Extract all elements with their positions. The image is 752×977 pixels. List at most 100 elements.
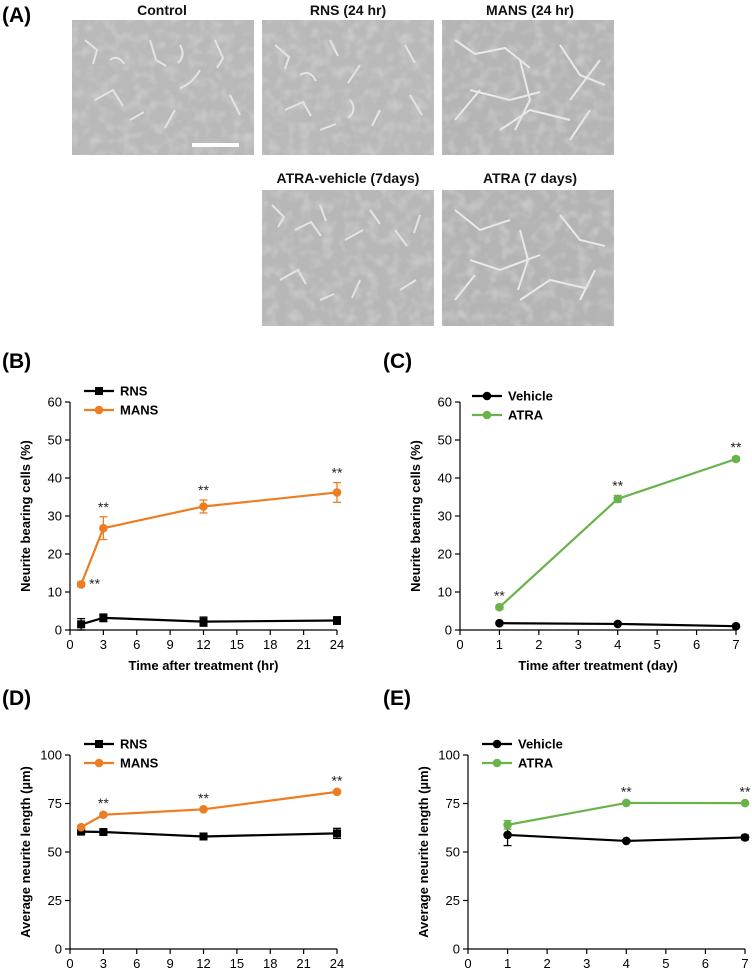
y-tick-label: 50 bbox=[446, 845, 460, 860]
panel-e-label: (E) bbox=[383, 687, 411, 710]
data-point bbox=[99, 523, 108, 533]
y-tick-label: 20 bbox=[438, 547, 452, 562]
chart-c: 0 10 20 30 40 50 60 0 1 2 3 4 5 6 7 Time after treatmen… bbox=[408, 389, 742, 674]
legend-marker bbox=[482, 410, 492, 420]
data-point bbox=[77, 827, 86, 836]
legend-entry: MANS bbox=[84, 756, 159, 771]
x-tick-label: 12 bbox=[196, 956, 210, 971]
y-tick-label: 25 bbox=[446, 893, 460, 908]
y-tick-label: 10 bbox=[48, 585, 62, 600]
y-axis-label: Neurite bearing cells (%) bbox=[408, 440, 423, 592]
panel-a: (A) Control RNS (24 hr) MANS (24 hr) bbox=[2, 2, 614, 326]
data-point bbox=[621, 836, 631, 846]
data-point bbox=[199, 502, 208, 511]
legend-marker bbox=[492, 758, 502, 768]
cell-noise bbox=[72, 20, 254, 155]
x-tick-label: 5 bbox=[654, 637, 661, 652]
series-vehicle bbox=[495, 618, 741, 631]
legend-marker bbox=[94, 405, 104, 415]
significance-marker: ** bbox=[612, 477, 623, 493]
data-point bbox=[199, 617, 208, 626]
x-tick-label: 18 bbox=[263, 956, 277, 971]
series-line bbox=[80, 491, 338, 585]
y-axis-label: Average neurite length (µm) bbox=[18, 766, 33, 938]
data-point bbox=[495, 618, 504, 628]
y-axis-label: Neurite bearing cells (%) bbox=[18, 440, 33, 592]
legend-label: ATRA bbox=[508, 408, 544, 423]
y-tick-label: 30 bbox=[438, 509, 452, 524]
x-tick-label: 24 bbox=[330, 956, 344, 971]
series-vehicle bbox=[503, 823, 750, 847]
micrograph-title: MANS (24 hr) bbox=[486, 2, 574, 18]
x-tick-label: 15 bbox=[230, 956, 244, 971]
micrograph-atra-vehicle: ATRA-vehicle (7days) bbox=[262, 170, 434, 326]
panel-b: (B) 0 10 20 30 40 50 60 0 3 6 9 12 15 18 21 24 Time afte… bbox=[2, 350, 344, 673]
chart-b: 0 10 20 30 40 50 60 0 3 6 9 12 15 18 21 24 Time after tr… bbox=[18, 384, 344, 674]
y-tick-label: 100 bbox=[438, 748, 460, 763]
data-point bbox=[76, 822, 86, 832]
series-line bbox=[81, 830, 338, 838]
y-tick-label: 60 bbox=[48, 395, 62, 410]
significance-marker: ** bbox=[89, 575, 100, 591]
legend-marker bbox=[492, 739, 502, 749]
series-line bbox=[80, 790, 338, 829]
legend-label: MANS bbox=[120, 403, 159, 418]
x-tick-label: 0 bbox=[66, 956, 73, 971]
legend-label: MANS bbox=[120, 756, 159, 771]
significance-marker: ** bbox=[332, 465, 343, 481]
micrograph-title: RNS (24 hr) bbox=[310, 2, 386, 18]
x-tick-label: 0 bbox=[456, 637, 463, 652]
y-tick-label: 75 bbox=[48, 796, 62, 811]
x-tick-label: 2 bbox=[544, 956, 551, 971]
data-point bbox=[740, 833, 750, 842]
data-point bbox=[613, 494, 623, 504]
x-tick-label: 3 bbox=[100, 956, 107, 971]
x-tick-label: 5 bbox=[662, 956, 669, 971]
data-point bbox=[621, 798, 631, 808]
series-atra bbox=[503, 798, 750, 830]
x-tick-label: 6 bbox=[133, 956, 140, 971]
x-tick-label: 21 bbox=[296, 956, 310, 971]
data-point bbox=[332, 787, 342, 797]
series-mans bbox=[76, 481, 342, 589]
x-tick-label: 9 bbox=[167, 637, 174, 652]
data-point bbox=[503, 830, 512, 840]
micrograph-atra: ATRA (7 days) bbox=[442, 170, 614, 326]
legend-entry: RNS bbox=[84, 737, 148, 752]
data-point bbox=[332, 488, 342, 497]
micrograph-title: Control bbox=[137, 2, 187, 18]
legend-entry: MANS bbox=[84, 403, 159, 418]
panel-a-label: (A) bbox=[2, 4, 31, 27]
chart-d: 025507510003691215182124Time after treat… bbox=[18, 737, 344, 972]
chart-e: 025507510001234567Time after treatment (… bbox=[416, 737, 751, 972]
cell-noise bbox=[262, 190, 434, 326]
y-axis-label: Average neurite length (µm) bbox=[416, 766, 431, 938]
legend-entry: Vehicle bbox=[472, 389, 553, 404]
data-point bbox=[503, 820, 512, 830]
y-tick-label: 0 bbox=[453, 942, 460, 957]
y-tick-label: 30 bbox=[48, 509, 62, 524]
y-tick-label: 50 bbox=[48, 433, 62, 448]
micrograph-control: Control bbox=[72, 2, 254, 155]
significance-marker: ** bbox=[98, 795, 109, 811]
legend-entry: Vehicle bbox=[482, 737, 563, 752]
micrograph-title: ATRA-vehicle (7days) bbox=[277, 170, 420, 186]
y-tick-label: 40 bbox=[438, 471, 452, 486]
x-tick-label: 1 bbox=[504, 956, 511, 971]
y-tick-label: 50 bbox=[438, 433, 452, 448]
scale-bar bbox=[192, 143, 239, 147]
y-tick-label: 40 bbox=[48, 471, 62, 486]
micrograph-rns: RNS (24 hr) bbox=[262, 2, 434, 155]
x-tick-label: 7 bbox=[732, 637, 739, 652]
significance-marker: ** bbox=[332, 772, 343, 788]
data-point bbox=[731, 454, 741, 464]
y-tick-label: 25 bbox=[48, 893, 62, 908]
series-rns bbox=[77, 613, 341, 631]
x-tick-label: 18 bbox=[263, 637, 277, 652]
significance-marker: ** bbox=[731, 439, 742, 455]
y-tick-label: 0 bbox=[55, 623, 62, 638]
x-tick-label: 3 bbox=[100, 637, 107, 652]
cell-noise bbox=[442, 20, 614, 155]
series-line bbox=[80, 616, 338, 626]
significance-marker: ** bbox=[494, 587, 505, 603]
